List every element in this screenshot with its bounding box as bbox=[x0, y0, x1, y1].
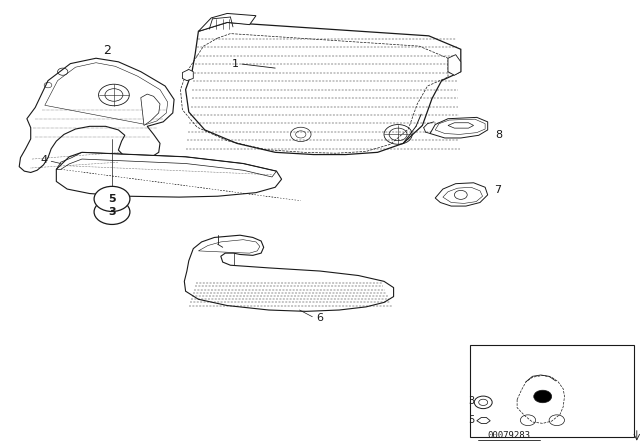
Circle shape bbox=[534, 390, 552, 403]
Polygon shape bbox=[19, 58, 174, 172]
Text: 3: 3 bbox=[108, 207, 116, 217]
Polygon shape bbox=[435, 183, 488, 206]
Bar bbox=[470, 345, 634, 437]
Text: 8: 8 bbox=[495, 130, 503, 140]
Polygon shape bbox=[184, 235, 394, 311]
Circle shape bbox=[474, 396, 492, 409]
Circle shape bbox=[94, 199, 130, 224]
Circle shape bbox=[479, 399, 488, 405]
Text: 00079283: 00079283 bbox=[487, 431, 531, 440]
Text: 2: 2 bbox=[104, 43, 111, 57]
Polygon shape bbox=[56, 152, 282, 197]
Text: 7: 7 bbox=[494, 185, 502, 195]
Polygon shape bbox=[448, 55, 461, 75]
Text: 5: 5 bbox=[108, 194, 116, 204]
Polygon shape bbox=[182, 69, 193, 81]
Polygon shape bbox=[141, 94, 160, 125]
Text: 6: 6 bbox=[317, 313, 323, 323]
Polygon shape bbox=[186, 22, 461, 155]
Polygon shape bbox=[198, 13, 256, 31]
Circle shape bbox=[94, 186, 130, 211]
Polygon shape bbox=[430, 117, 488, 138]
Text: 5: 5 bbox=[468, 415, 475, 425]
Polygon shape bbox=[448, 123, 474, 128]
Polygon shape bbox=[477, 418, 490, 423]
Text: 4: 4 bbox=[40, 155, 47, 165]
Text: 1: 1 bbox=[232, 59, 239, 69]
Text: 3: 3 bbox=[468, 396, 475, 405]
